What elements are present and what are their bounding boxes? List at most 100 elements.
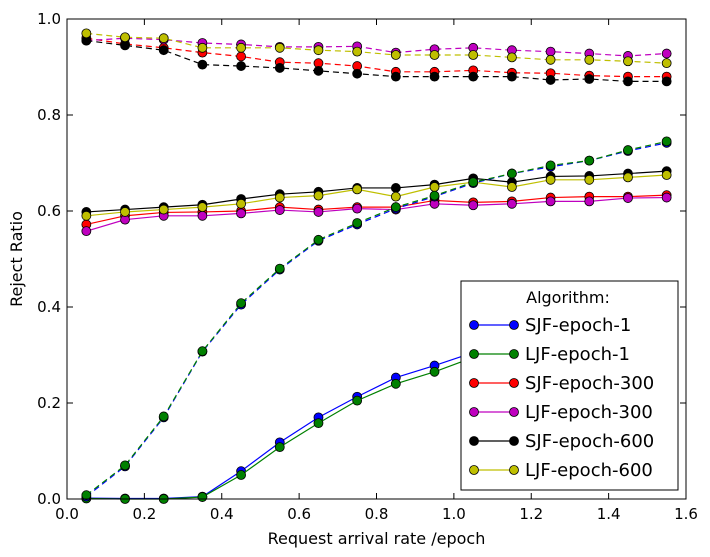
series-line	[86, 170, 667, 213]
legend-box	[460, 280, 679, 491]
series-line	[86, 196, 667, 232]
legend-marker	[469, 320, 479, 330]
data-point	[197, 202, 208, 213]
data-point	[584, 74, 595, 84]
data-point	[623, 172, 633, 183]
data-point	[507, 71, 517, 82]
data-point	[584, 174, 595, 185]
data-point	[313, 190, 324, 201]
data-point	[545, 196, 556, 207]
data-point	[584, 155, 595, 166]
data-point	[390, 50, 401, 60]
data-point	[623, 56, 633, 67]
data-point	[545, 46, 556, 57]
series-dashed-10	[81, 35, 672, 87]
legend-label: SJF-epoch-600	[525, 431, 654, 452]
data-point	[661, 136, 672, 147]
data-point	[158, 45, 169, 56]
legend-marker	[469, 436, 479, 446]
data-point	[352, 395, 363, 406]
legend-label: LJF-epoch-300	[525, 402, 653, 423]
data-point	[120, 207, 130, 217]
x-tick-label: 0.2	[132, 505, 156, 523]
x-tick-label: 1.0	[442, 505, 466, 523]
y-tick-label: 0.8	[37, 106, 61, 124]
y-tick-label: 0.2	[37, 394, 61, 412]
series-line	[85, 142, 667, 498]
data-point	[158, 33, 169, 44]
data-point	[158, 204, 169, 215]
data-point	[661, 170, 672, 180]
data-point	[468, 200, 479, 211]
data-point	[584, 196, 595, 207]
legend-entry: LJF-epoch-1	[469, 344, 630, 365]
data-point	[584, 54, 595, 65]
legend-entry: SJF-epoch-300	[469, 373, 654, 394]
data-point	[507, 182, 517, 192]
y-tick-label: 1.0	[37, 10, 61, 28]
data-point	[352, 184, 363, 195]
data-point	[120, 40, 130, 51]
legend-entry: SJF-epoch-1	[469, 315, 631, 336]
legend-marker	[469, 349, 479, 359]
x-tick-label: 1.6	[674, 505, 698, 523]
data-point	[197, 42, 208, 53]
series-line	[86, 174, 667, 217]
data-point	[507, 52, 517, 63]
data-point	[545, 75, 556, 85]
legend: Algorithm: SJF-epoch-1LJF-epoch-1SJF-epo…	[460, 280, 679, 491]
series-line	[85, 140, 667, 496]
y-tick-label: 0.0	[37, 490, 61, 508]
series-line	[86, 37, 667, 78]
x-axis-label: Request arrival rate /epoch	[268, 529, 486, 548]
y-tick-label: 0.6	[37, 202, 61, 220]
data-point	[274, 442, 285, 453]
data-point	[313, 45, 324, 56]
legend-marker	[509, 349, 519, 359]
x-tick-label: 0.4	[210, 505, 234, 523]
data-point	[197, 210, 208, 221]
series-line	[86, 32, 667, 64]
data-point	[352, 46, 363, 57]
data-point	[236, 470, 246, 480]
data-point	[197, 492, 208, 502]
data-point	[236, 208, 246, 219]
data-point	[81, 226, 92, 237]
y-tick-label: 0.4	[37, 298, 61, 316]
data-point	[274, 192, 285, 203]
legend-marker	[509, 436, 519, 446]
data-point	[545, 174, 556, 185]
series-dashed-11	[81, 28, 672, 69]
legend-label: LJF-epoch-600	[525, 460, 653, 481]
legend-entry: SJF-epoch-600	[469, 431, 654, 452]
legend-marker	[509, 378, 519, 388]
data-point	[352, 68, 363, 79]
data-point	[507, 168, 517, 179]
series-dashed-8	[81, 33, 672, 82]
series-layer	[81, 28, 672, 504]
x-tick-label: 0.6	[287, 505, 311, 523]
data-point	[274, 63, 285, 73]
data-point	[390, 202, 401, 213]
data-point	[236, 42, 246, 53]
x-tick-label: 1.4	[597, 505, 621, 523]
data-point	[274, 205, 285, 215]
data-point	[661, 48, 672, 59]
data-point	[197, 59, 208, 70]
data-point	[429, 190, 440, 201]
series-ljf-epoch-600	[81, 170, 672, 221]
data-point	[390, 378, 401, 389]
data-point	[623, 76, 633, 87]
series-line	[86, 37, 667, 57]
series-line	[86, 40, 667, 83]
data-point	[236, 51, 246, 62]
legend-label: SJF-epoch-1	[525, 315, 631, 336]
data-point	[352, 218, 363, 228]
data-point	[623, 193, 633, 203]
data-point	[468, 71, 479, 82]
x-tick-label: 1.2	[519, 505, 543, 523]
data-point	[661, 76, 672, 87]
data-point	[313, 207, 324, 217]
data-point	[661, 58, 672, 69]
